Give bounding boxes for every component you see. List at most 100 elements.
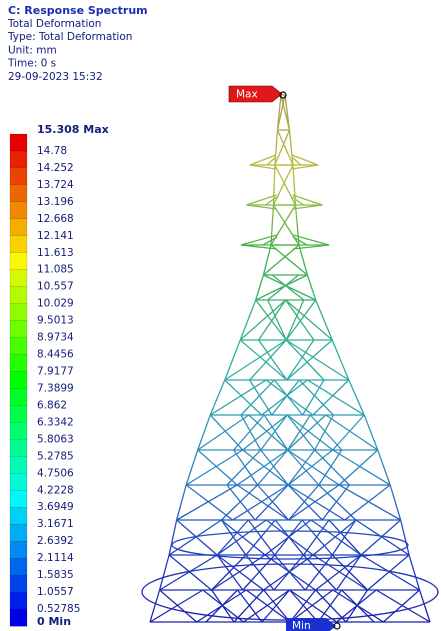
legend-band bbox=[9, 574, 28, 593]
member bbox=[220, 484, 259, 521]
member bbox=[274, 164, 297, 206]
member bbox=[246, 194, 277, 206]
max-point bbox=[279, 91, 287, 99]
legend-band bbox=[9, 354, 28, 372]
member bbox=[168, 519, 178, 556]
member bbox=[287, 484, 323, 521]
member bbox=[240, 379, 275, 416]
member bbox=[224, 379, 263, 416]
legend-label: 1.0557 bbox=[37, 586, 74, 598]
legend-band bbox=[9, 269, 28, 288]
member bbox=[309, 414, 343, 451]
legend-label: 4.2228 bbox=[37, 484, 74, 496]
member bbox=[262, 236, 278, 246]
result-title: C: Response Spectrum bbox=[8, 4, 148, 17]
member bbox=[248, 414, 289, 451]
member bbox=[292, 196, 304, 206]
member bbox=[310, 519, 362, 556]
member bbox=[242, 414, 288, 451]
member bbox=[263, 589, 291, 623]
legend-band bbox=[9, 252, 28, 271]
member bbox=[360, 554, 420, 591]
legend-band bbox=[9, 184, 28, 203]
member bbox=[360, 519, 402, 556]
member bbox=[345, 589, 369, 623]
member bbox=[321, 484, 350, 521]
member bbox=[185, 449, 244, 486]
member bbox=[338, 449, 379, 486]
member bbox=[240, 234, 278, 246]
header-line: Unit: mm bbox=[8, 44, 57, 56]
member bbox=[176, 519, 218, 556]
member bbox=[255, 274, 308, 301]
member bbox=[233, 449, 259, 486]
member bbox=[408, 554, 421, 591]
legend-label: 7.3899 bbox=[37, 382, 74, 394]
member bbox=[246, 204, 277, 210]
member bbox=[377, 449, 391, 486]
member bbox=[249, 154, 277, 166]
member bbox=[274, 129, 291, 166]
member bbox=[289, 589, 338, 623]
member bbox=[168, 519, 222, 556]
member bbox=[149, 589, 204, 623]
legend-band bbox=[9, 235, 28, 254]
legend-label: 2.1114 bbox=[37, 552, 74, 564]
member bbox=[274, 129, 279, 166]
member bbox=[276, 94, 286, 131]
member bbox=[287, 414, 327, 451]
member bbox=[287, 484, 345, 521]
member bbox=[285, 299, 317, 341]
member bbox=[263, 414, 289, 451]
member bbox=[294, 204, 300, 246]
member bbox=[272, 204, 300, 246]
legend: 15.308 Max 14.78 14.252 13.724 13.196 12.668 1… bbox=[9, 123, 109, 628]
member bbox=[276, 129, 294, 166]
member bbox=[302, 379, 325, 416]
member bbox=[274, 519, 303, 556]
legend-band bbox=[9, 608, 28, 627]
member bbox=[224, 339, 241, 381]
member bbox=[257, 484, 290, 521]
member bbox=[260, 449, 289, 486]
member bbox=[332, 414, 365, 451]
member bbox=[363, 414, 379, 451]
member bbox=[247, 519, 276, 556]
member bbox=[236, 449, 289, 486]
member bbox=[245, 589, 291, 623]
member bbox=[237, 589, 263, 623]
member bbox=[315, 554, 362, 591]
legend-label: 6.862 bbox=[37, 399, 67, 411]
legend-band bbox=[9, 524, 28, 542]
member bbox=[254, 484, 289, 521]
member bbox=[240, 414, 262, 451]
member bbox=[315, 299, 333, 341]
member bbox=[285, 299, 315, 341]
member bbox=[209, 414, 244, 451]
member bbox=[344, 484, 391, 521]
member bbox=[289, 589, 334, 623]
member bbox=[211, 554, 266, 591]
member bbox=[287, 449, 320, 486]
legend-label: 10.029 bbox=[37, 298, 74, 310]
member bbox=[328, 519, 362, 556]
member bbox=[331, 519, 357, 556]
member bbox=[289, 589, 319, 623]
member bbox=[289, 589, 317, 623]
member bbox=[270, 244, 308, 276]
member bbox=[315, 589, 347, 623]
member bbox=[298, 379, 334, 416]
member bbox=[306, 274, 317, 301]
member bbox=[335, 554, 362, 591]
member bbox=[249, 339, 287, 381]
legend-band bbox=[9, 133, 28, 152]
member bbox=[158, 554, 170, 591]
member bbox=[274, 554, 306, 591]
legend-label: 3.1671 bbox=[37, 518, 74, 530]
member bbox=[249, 164, 277, 170]
member bbox=[317, 589, 343, 623]
member bbox=[216, 554, 264, 591]
member bbox=[276, 94, 282, 131]
